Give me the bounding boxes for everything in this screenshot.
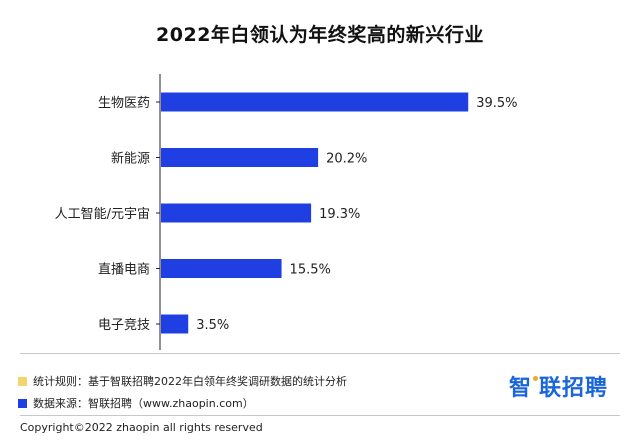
- logo-dot-icon: [533, 375, 539, 381]
- chart-title: 2022年白领认为年终奖高的新兴行业: [156, 24, 484, 46]
- footer-divider-top: [20, 353, 620, 354]
- zhaopin-logo: 智 联招聘: [509, 370, 608, 402]
- value-label: 19.3%: [319, 207, 360, 222]
- note-source-text: 数据来源：智联招聘（www.zhaopin.com）: [33, 397, 254, 410]
- category-label: 电子竞技: [98, 317, 150, 333]
- note-rule-swatch: [18, 376, 27, 386]
- bar-chart: 生物医药 39.5% 新能源 20.2% 人工智能/元宇宙 19.3% 直播电商 15.5% 电…: [55, 74, 518, 350]
- bar: [161, 92, 469, 112]
- value-label: 20.2%: [326, 152, 367, 167]
- bar: [161, 314, 189, 334]
- value-label: 39.5%: [476, 96, 517, 111]
- bar: [161, 259, 282, 278]
- bar: [161, 148, 319, 167]
- footer-divider-bottom: [20, 415, 620, 416]
- note-rule-row: 统计规则：基于智联招聘2022年白领年终奖调研数据的统计分析: [18, 373, 347, 389]
- note-source-row: 数据来源：智联招聘（www.zhaopin.com）: [18, 395, 254, 411]
- logo-text-2: 联招聘: [539, 376, 609, 401]
- category-label: 新能源: [111, 151, 150, 167]
- note-rule-text: 统计规则：基于智联招聘2022年白领年终奖调研数据的统计分析: [33, 375, 347, 388]
- category-label: 直播电商: [98, 263, 150, 278]
- copyright-text: Copyright©2022 zhaopin all rights reserv…: [20, 421, 263, 434]
- logo-text-1: 智: [509, 376, 533, 401]
- value-label: 3.5%: [196, 318, 229, 333]
- bar: [161, 203, 312, 223]
- category-label: 生物医药: [98, 96, 150, 111]
- category-label: 人工智能/元宇宙: [55, 207, 150, 222]
- note-source-swatch: [18, 398, 27, 408]
- value-label: 15.5%: [290, 263, 331, 278]
